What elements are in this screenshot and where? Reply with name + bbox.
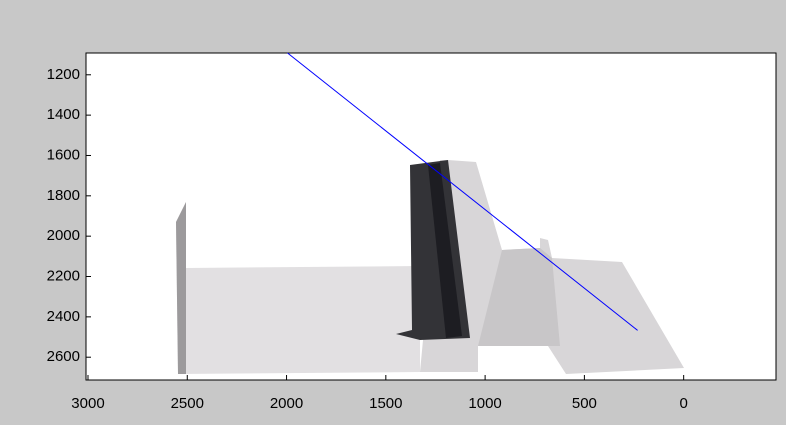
x-tick-label: 0 — [679, 395, 687, 412]
x-tick-label: 1500 — [369, 395, 402, 412]
chart: 3000 2500 2000 1500 1000 500 0 1200 1400 1600 1800… — [0, 0, 786, 425]
y-tick-label: 2400 — [47, 308, 80, 325]
y-tick-label: 1200 — [47, 66, 80, 83]
y-tick-label: 2000 — [47, 227, 80, 244]
page: 3000 2500 2000 1500 1000 500 0 1200 1400 1600 1800… — [0, 0, 786, 425]
y-tick-label: 2600 — [47, 348, 80, 365]
y-tick-label: 1400 — [47, 106, 80, 123]
x-tick-label: 1000 — [468, 395, 501, 412]
x-tick-label: 2000 — [270, 395, 303, 412]
y-tick-label: 1600 — [47, 146, 80, 163]
x-tick-label: 500 — [572, 395, 597, 412]
x-tick-label: 3000 — [71, 395, 104, 412]
x-tick-label: 2500 — [171, 395, 204, 412]
y-tick-label: 2200 — [47, 267, 80, 284]
y-tick-label: 1800 — [47, 187, 80, 204]
